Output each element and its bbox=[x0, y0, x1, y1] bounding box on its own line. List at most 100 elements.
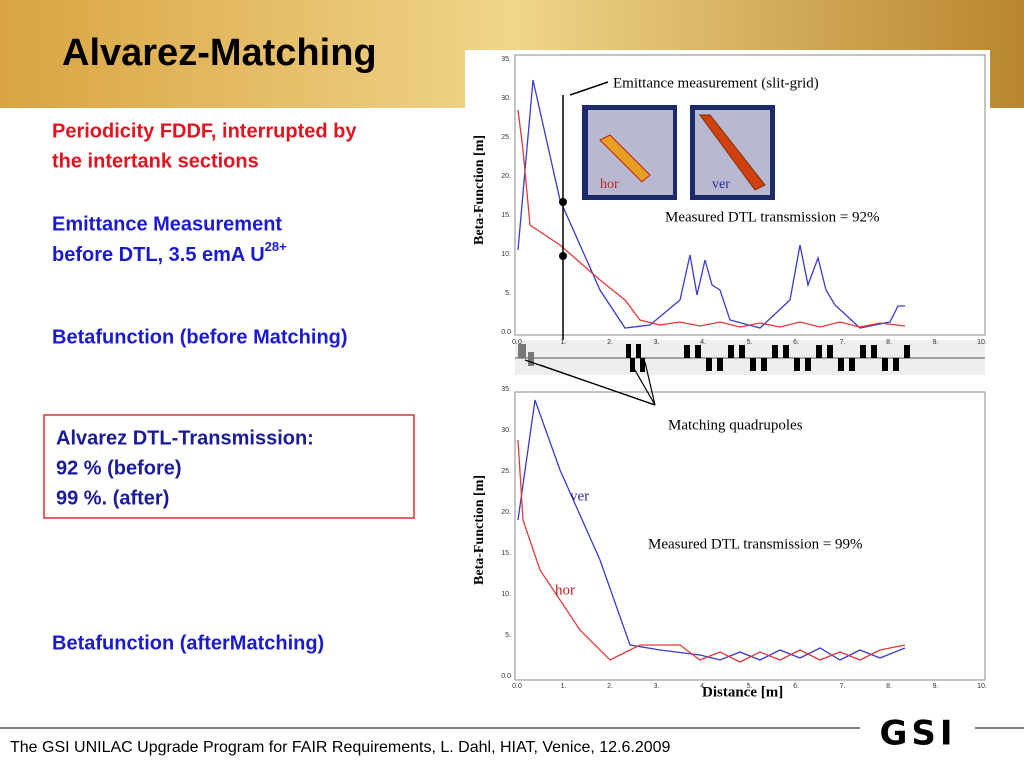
quad bbox=[783, 345, 789, 358]
y-tick-label: 10. bbox=[501, 591, 511, 598]
y-tick-label: 5. bbox=[505, 632, 511, 639]
y-tick-label: 25. bbox=[501, 468, 511, 475]
inset-bg bbox=[588, 110, 673, 195]
quad bbox=[717, 358, 723, 371]
transmission-box bbox=[43, 414, 415, 519]
x-tick-label: 6. bbox=[793, 683, 799, 690]
quad bbox=[750, 358, 756, 371]
quad bbox=[893, 358, 899, 371]
quad bbox=[904, 345, 910, 358]
logo: GSI bbox=[879, 714, 956, 754]
x-tick-label: 9. bbox=[933, 339, 939, 346]
x-tick-label: 2. bbox=[607, 683, 613, 690]
quad bbox=[772, 345, 778, 358]
arrow bbox=[569, 81, 609, 96]
text: Betafunction (afterMatching) bbox=[52, 632, 324, 654]
title: Alvarez-Matching bbox=[62, 32, 377, 74]
x-tick-label: 2. bbox=[607, 339, 613, 346]
annotation: Measured DTL transmission = 99% bbox=[648, 536, 863, 552]
inset-label: ver bbox=[712, 177, 730, 192]
y-tick-label: 0.0 bbox=[501, 673, 511, 680]
plot-frame bbox=[514, 391, 986, 681]
quad bbox=[626, 344, 631, 358]
x-tick-label: 4. bbox=[700, 683, 706, 690]
x-tick-label: 6. bbox=[793, 339, 799, 346]
quad bbox=[761, 358, 767, 371]
box-text: 99 %. (after) bbox=[56, 487, 169, 509]
y-tick-label: 35. bbox=[501, 56, 511, 63]
x-tick-label: 10. bbox=[977, 339, 987, 346]
annotation: Emittance measurement (slit-grid) bbox=[613, 75, 819, 91]
footer: The GSI UNILAC Upgrade Program for FAIR … bbox=[10, 739, 671, 756]
y-tick-label: 30. bbox=[501, 427, 511, 434]
text: the intertank sections bbox=[52, 150, 259, 172]
text: Emittance Measurement bbox=[52, 213, 282, 235]
quad bbox=[882, 358, 888, 371]
quad bbox=[528, 352, 534, 366]
quad bbox=[695, 345, 701, 358]
x-tick-label: 1. bbox=[561, 339, 567, 346]
quad bbox=[838, 358, 844, 371]
superscript: 28+ bbox=[265, 239, 287, 254]
x-tick-label: 0.0 bbox=[512, 339, 522, 346]
beta-hor-curve bbox=[517, 109, 906, 328]
y-axis-label: Beta-Function [m] bbox=[472, 135, 487, 245]
x-tick-label: 1. bbox=[561, 683, 567, 690]
text: Betafunction (before Matching) bbox=[52, 326, 348, 348]
x-tick-label: 5. bbox=[747, 339, 753, 346]
marker-dot bbox=[559, 198, 567, 206]
x-tick-label: 4. bbox=[700, 339, 706, 346]
beta-ver-curve bbox=[517, 79, 905, 329]
box-text: Alvarez DTL-Transmission: bbox=[56, 427, 314, 449]
left-text: Periodicity FDDF, interrupted by the int… bbox=[52, 120, 357, 654]
quad bbox=[728, 345, 734, 358]
curve-label: hor bbox=[555, 582, 575, 598]
x-tick-label: 7. bbox=[840, 683, 846, 690]
x-tick-label: 5. bbox=[747, 683, 753, 690]
quad bbox=[805, 358, 811, 371]
y-tick-label: 15. bbox=[501, 212, 511, 219]
y-tick-label: 30. bbox=[501, 95, 511, 102]
y-tick-label: 5. bbox=[505, 290, 511, 297]
inset-ellipse bbox=[699, 114, 766, 191]
x-axis-label: Distance [m] bbox=[702, 684, 783, 700]
quad bbox=[871, 345, 877, 358]
y-tick-label: 20. bbox=[501, 173, 511, 180]
beta-ver-curve bbox=[517, 399, 906, 661]
x-tick-label: 7. bbox=[840, 339, 846, 346]
curve-label: ver bbox=[570, 488, 589, 504]
x-tick-label: 9. bbox=[933, 683, 939, 690]
ticks: 0.0 5. 10. 15. 20. 25. 30. 35. 0.0 1. 2. 3. 4. 5. 6. 7.… bbox=[501, 56, 987, 690]
inset-label: hor bbox=[600, 177, 619, 192]
x-tick-label: 3. bbox=[654, 339, 660, 346]
arrows bbox=[524, 359, 656, 406]
y-tick-label: 15. bbox=[501, 550, 511, 557]
x-tick-label: 8. bbox=[886, 339, 892, 346]
text: before DTL, 3.5 emA U bbox=[52, 244, 265, 266]
quad bbox=[518, 344, 526, 358]
x-tick-label: 0.0 bbox=[512, 683, 522, 690]
quad bbox=[794, 358, 800, 371]
marker-dot bbox=[559, 252, 567, 260]
y-tick-label: 25. bbox=[501, 134, 511, 141]
text: Periodicity FDDF, interrupted by bbox=[52, 120, 357, 142]
quad bbox=[706, 358, 712, 371]
beta-hor-curve bbox=[517, 439, 906, 663]
quad bbox=[640, 358, 645, 372]
y-axis-label: Beta-Function [m] bbox=[472, 475, 487, 585]
text: before DTL, 3.5 emA U28+ bbox=[52, 239, 287, 266]
x-tick-label: 8. bbox=[886, 683, 892, 690]
quad bbox=[684, 345, 690, 358]
x-tick-label: 3. bbox=[654, 683, 660, 690]
box-text: 92 % (before) bbox=[56, 457, 182, 479]
annotation: Matching quadrupoles bbox=[668, 417, 803, 433]
y-tick-label: 0.0 bbox=[501, 329, 511, 336]
quad bbox=[636, 344, 641, 358]
y-tick-label: 10. bbox=[501, 251, 511, 258]
annotation: Measured DTL transmission = 92% bbox=[665, 209, 880, 225]
quad bbox=[816, 345, 822, 358]
inset-ellipse bbox=[599, 134, 651, 183]
quad bbox=[827, 345, 833, 358]
